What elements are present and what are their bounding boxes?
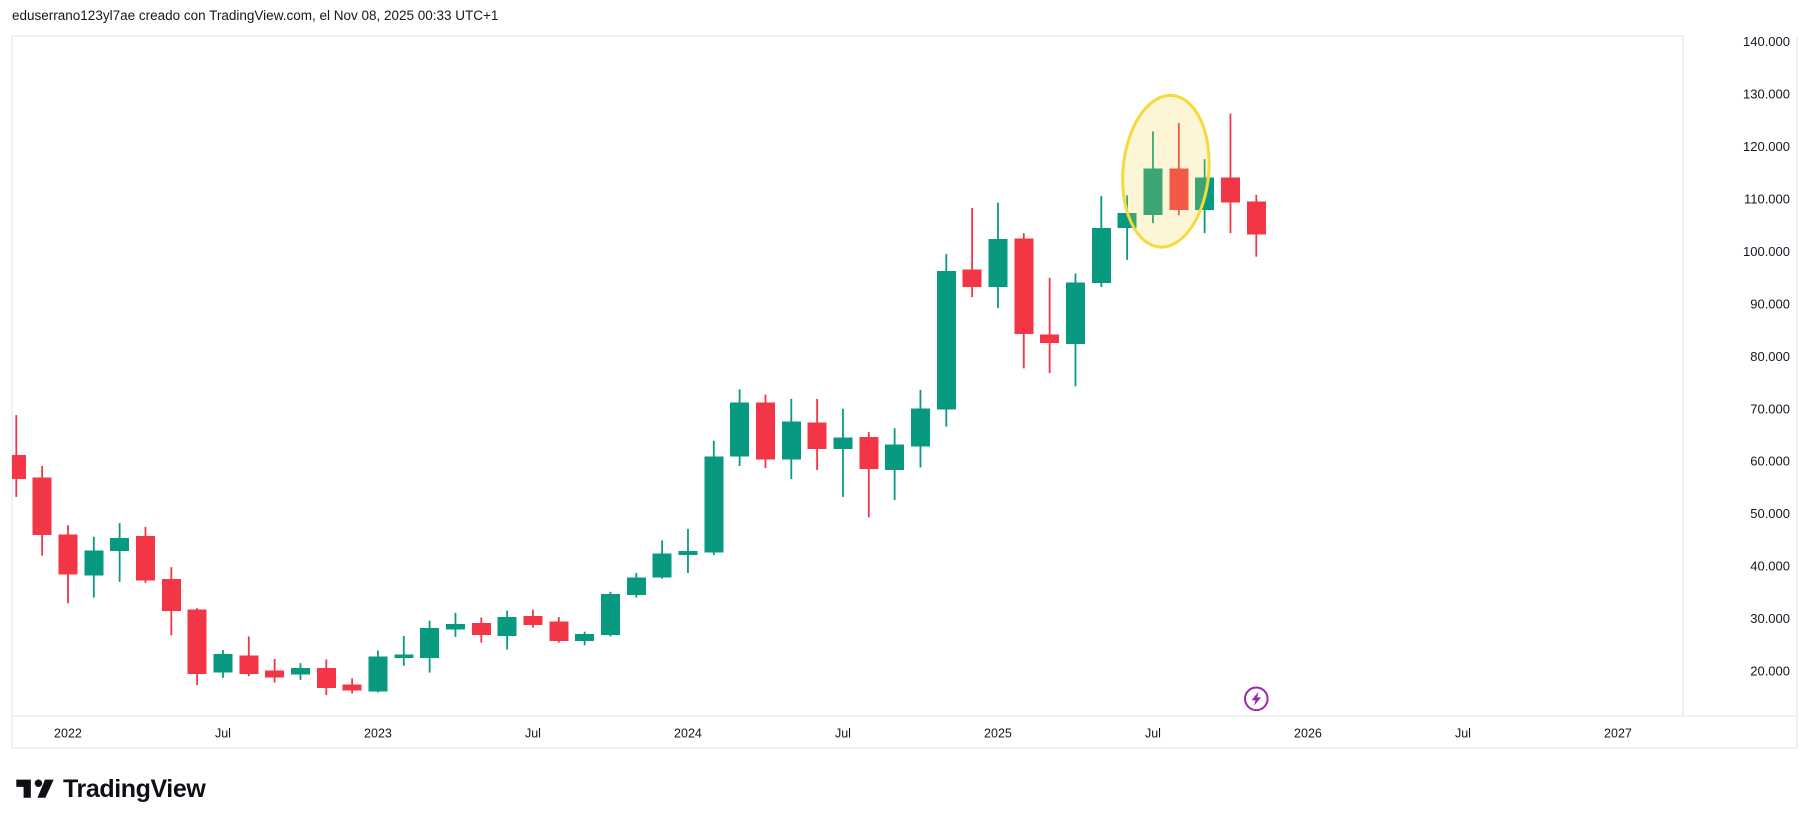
candle-2024-01 [678,528,698,573]
candle-2021-12 [32,465,52,556]
time-axis-label: Jul [215,727,231,741]
time-axis-label: Jul [1455,727,1471,741]
candle-2022-09 [265,658,285,683]
candle-2024-11 [936,254,956,427]
candle-2024-08 [859,431,879,518]
candle-2023-11 [626,572,646,598]
tradingview-wordmark[interactable]: TradingView [63,774,206,803]
candle-2025-05 [1091,195,1111,288]
time-axis[interactable]: 2022 Jul 2023 Jul 2024 Jul 2025 Jul 2026 Jul 2027 [54,727,1632,741]
tradingview-footer: TradingView [16,772,206,806]
time-axis-label: 2024 [674,727,702,741]
tradingview-logo-icon[interactable] [16,776,54,803]
candle-2023-12 [652,540,672,579]
time-axis-label: 2025 [984,727,1012,741]
price-axis-label: 70.000 [1750,401,1790,416]
price-axis-label: 90.000 [1750,296,1790,311]
candle-2024-09 [885,428,905,501]
candle-2023-06 [497,610,517,650]
time-axis-label: 2027 [1604,727,1632,741]
candle-2025-01 [988,202,1008,309]
price-axis-label: 40.000 [1750,559,1790,574]
candle-2022-01 [58,525,78,604]
candle-2024-04 [755,394,775,469]
candle-2022-05 [161,567,181,636]
candle-2024-12 [962,207,982,298]
candle-2022-10 [290,663,310,680]
candle-2025-08 [1169,122,1189,216]
price-axis-label: 140.000 [1743,34,1790,49]
time-axis-label: Jul [835,727,851,741]
price-axis-label: 50.000 [1750,506,1790,521]
price-axis[interactable]: 140.000 130.000 120.000 110.000 100.000 90.00… [1743,34,1790,678]
price-axis-label: 120.000 [1743,139,1790,154]
time-axis-label: 2023 [364,727,392,741]
candle-2021-11 [12,415,26,497]
price-axis-label: 100.000 [1743,244,1790,259]
price-axis-label: 130.000 [1743,87,1790,102]
candle-2023-04 [445,612,465,637]
candle-2023-02 [394,635,414,666]
candle-2025-03 [1040,277,1060,374]
candle-2024-07 [833,408,853,497]
candle-2023-05 [471,617,491,643]
candle-2024-02 [704,440,724,556]
candle-2023-09 [575,631,595,646]
candle-2023-08 [549,616,569,643]
candle-2022-07 [213,650,233,678]
time-axis-label: 2022 [54,727,82,741]
price-axis-label: 110.000 [1744,192,1790,207]
pane-border [11,35,1798,749]
candle-2023-01 [368,650,388,693]
price-axis-label: 80.000 [1750,349,1790,364]
plot-area[interactable] [7,92,1269,712]
candle-2024-10 [910,389,930,468]
time-axis-label: 2026 [1294,727,1322,741]
time-axis-label: Jul [525,727,541,741]
candle-2025-11 [1246,194,1266,257]
candle-2023-03 [420,620,440,673]
flash-marker-icon[interactable] [1243,686,1269,712]
highlight-ellipse[interactable] [1117,92,1216,251]
candle-2022-06 [187,608,207,686]
candle-2022-04 [135,526,155,583]
candle-2022-12 [342,678,362,694]
candle-2025-10 [1220,113,1240,234]
candle-2022-11 [316,659,336,696]
time-axis-label: Jul [1145,727,1161,741]
price-axis-label: 60.000 [1750,454,1790,469]
attribution-text: eduserrano123yl7ae creado con TradingVie… [12,8,499,23]
candle-2023-10 [600,591,620,637]
price-axis-label: 20.000 [1750,664,1790,679]
candle-2022-03 [110,523,130,582]
candle-2024-06 [807,398,827,471]
price-axis-label: 30.000 [1750,611,1790,626]
candle-2024-05 [781,398,801,480]
candle-2023-07 [523,609,543,628]
candle-2024-03 [730,389,750,466]
candle-2025-02 [1014,233,1034,369]
candle-2022-08 [239,636,259,677]
candle-2025-07 [1143,131,1163,224]
candle-2025-04 [1065,273,1085,387]
candle-2022-02 [84,536,104,598]
